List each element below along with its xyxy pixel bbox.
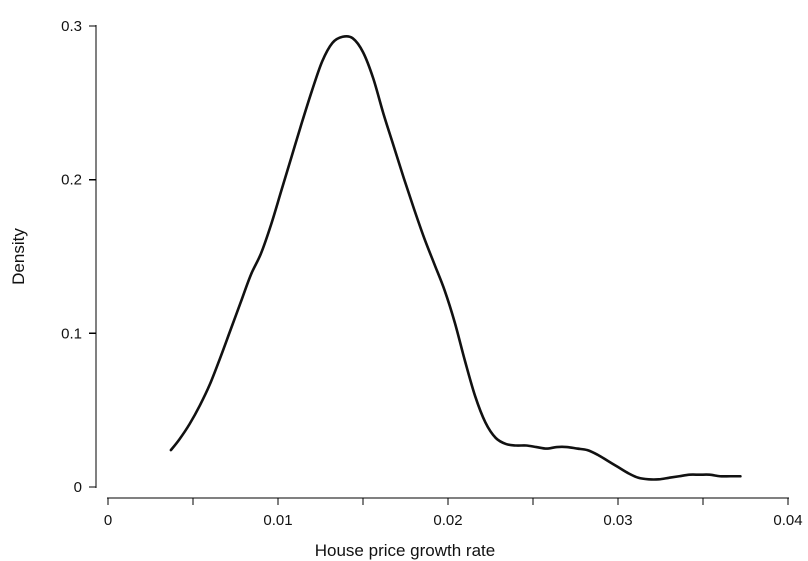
density-curve <box>169 34 742 481</box>
x-tick-label-1: 0.01 <box>263 512 292 529</box>
ticks: 0 0.01 0.02 0.03 0.04 0 0.1 0.2 0.3 <box>61 18 802 529</box>
series <box>169 34 742 481</box>
axes <box>95 25 789 499</box>
x-axis-title: House price growth rate <box>315 541 495 560</box>
x-tick-label-2: 0.02 <box>433 512 462 529</box>
y-tick-label-0: 0 <box>74 479 82 496</box>
x-tick-label-0: 0 <box>104 512 112 529</box>
y-axis-title: Density <box>9 228 28 285</box>
y-tick-label-1: 0.1 <box>61 325 82 342</box>
x-tick-label-4: 0.04 <box>773 512 802 529</box>
y-tick-label-3: 0.3 <box>61 18 82 35</box>
y-tick-label-2: 0.2 <box>61 172 82 189</box>
x-tick-label-3: 0.03 <box>603 512 632 529</box>
